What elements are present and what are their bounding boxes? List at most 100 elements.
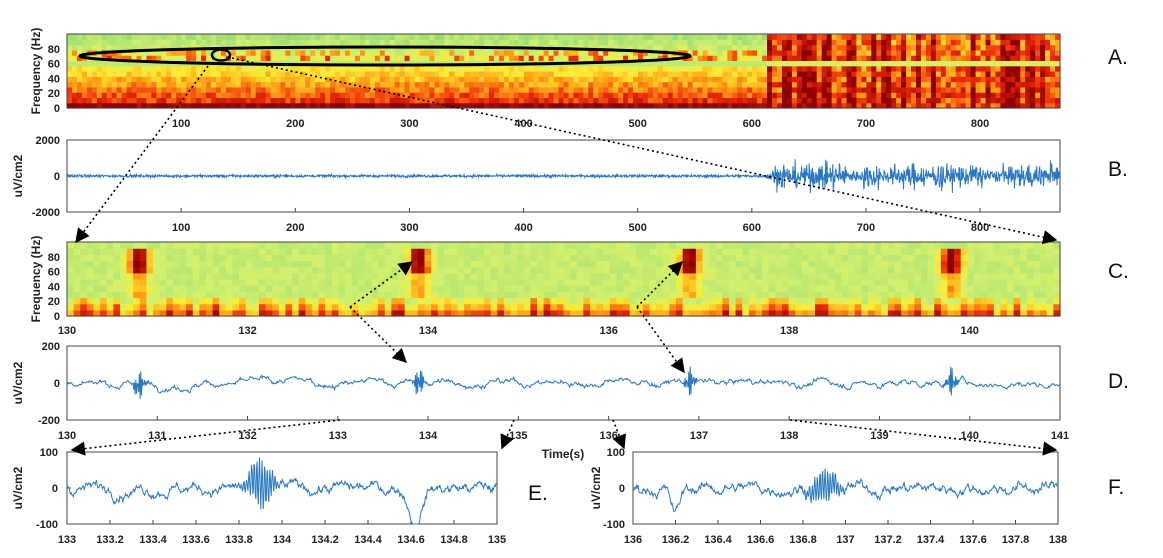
heat-cell (91, 39, 98, 46)
heat-cell (533, 65, 540, 72)
heat-cell (583, 272, 591, 280)
heat-cell (93, 260, 101, 268)
heat-cell (576, 254, 584, 262)
heat-cell (836, 86, 843, 93)
heat-cell (960, 291, 968, 299)
heat-cell (742, 279, 750, 286)
heat-cell (748, 297, 757, 305)
heat-cell (887, 242, 896, 249)
heat-cell (181, 34, 187, 40)
heat-cell (419, 39, 426, 46)
heat-cell (1000, 303, 1008, 311)
heat-cell (318, 254, 326, 262)
heat-cell (225, 260, 234, 268)
heat-cell (320, 81, 326, 88)
heat-cell (623, 39, 629, 46)
heat-cell (717, 65, 723, 72)
heat-cell (886, 65, 892, 72)
heat-cell (815, 254, 823, 262)
heat-cell (633, 81, 639, 88)
heat-cell (275, 49, 282, 56)
heat-cell (484, 279, 492, 286)
heat-cell (841, 44, 848, 51)
heat-cell (444, 49, 450, 56)
heat-cell (121, 102, 128, 109)
heat-cell (954, 297, 962, 305)
signal-trace (66, 457, 498, 525)
heat-cell (846, 55, 853, 62)
heat-cell (310, 81, 316, 88)
heat-cell (808, 303, 816, 311)
heat-cell (593, 49, 599, 56)
x-tick-label: 132 (238, 430, 256, 442)
heat-cell (672, 65, 679, 72)
heat-cell (954, 272, 962, 280)
heat-cell (444, 297, 452, 305)
heat-cell (250, 49, 257, 56)
heat-cell (1053, 291, 1061, 299)
heat-cell (1015, 65, 1021, 72)
heat-cell (861, 65, 867, 72)
heat-cell (786, 60, 793, 67)
heat-cell (206, 303, 214, 311)
heat-cell (101, 71, 108, 77)
heat-cell (1053, 242, 1061, 249)
heat-cell (384, 272, 392, 280)
heat-cell (578, 81, 584, 88)
heat-cell (513, 76, 520, 83)
heat-cell (553, 86, 560, 93)
heat-cell (811, 71, 818, 77)
heat-cell (119, 260, 128, 268)
heat-cell (457, 254, 465, 262)
heat-cell (113, 266, 121, 274)
heat-cell (419, 102, 426, 109)
heat-cell (450, 266, 459, 274)
heat-cell (133, 260, 141, 268)
heat-cell (1033, 309, 1041, 317)
heat-cell (543, 34, 550, 40)
heat-cell (550, 285, 558, 292)
heat-cell (775, 248, 783, 255)
heat-cell (429, 76, 435, 83)
heat-cell (111, 86, 118, 93)
heat-cell (598, 49, 604, 56)
heat-cell (503, 76, 510, 83)
heat-cell (212, 254, 220, 262)
y-tick-label: 200 (42, 341, 60, 353)
heat-cell (479, 81, 485, 88)
heat-cell (841, 65, 848, 72)
heat-cell (411, 254, 419, 262)
heat-cell (727, 92, 733, 99)
heat-cell (93, 297, 101, 305)
heat-cell (252, 285, 260, 292)
heat-cell (707, 76, 714, 83)
heat-cell (133, 291, 141, 299)
heat-cell (980, 55, 987, 62)
heat-cell (628, 76, 634, 83)
heat-cell (866, 65, 872, 72)
heat-cell (513, 102, 520, 109)
heat-cell (697, 49, 704, 56)
heat-cell (371, 266, 379, 274)
heat-cell (848, 303, 856, 311)
heat-cell (950, 71, 957, 77)
heat-cell (613, 49, 619, 56)
heat-cell (510, 266, 518, 274)
heat-cell (196, 55, 202, 62)
heat-cell (384, 291, 392, 299)
heat-cell (1025, 60, 1031, 67)
heat-cell (199, 291, 207, 299)
heat-cell (1015, 97, 1021, 104)
x-tick-label: 131 (148, 430, 166, 442)
heat-cell (474, 39, 480, 46)
heat-cell (596, 272, 604, 280)
heat-cell (315, 71, 321, 77)
heat-cell (260, 102, 267, 109)
heat-cell (613, 71, 619, 77)
heat-cell (350, 55, 356, 62)
heat-cell (161, 81, 167, 88)
heat-cell (727, 60, 733, 67)
heat-cell (667, 39, 674, 46)
heat-cell (457, 248, 465, 255)
heat-cell (399, 102, 406, 109)
